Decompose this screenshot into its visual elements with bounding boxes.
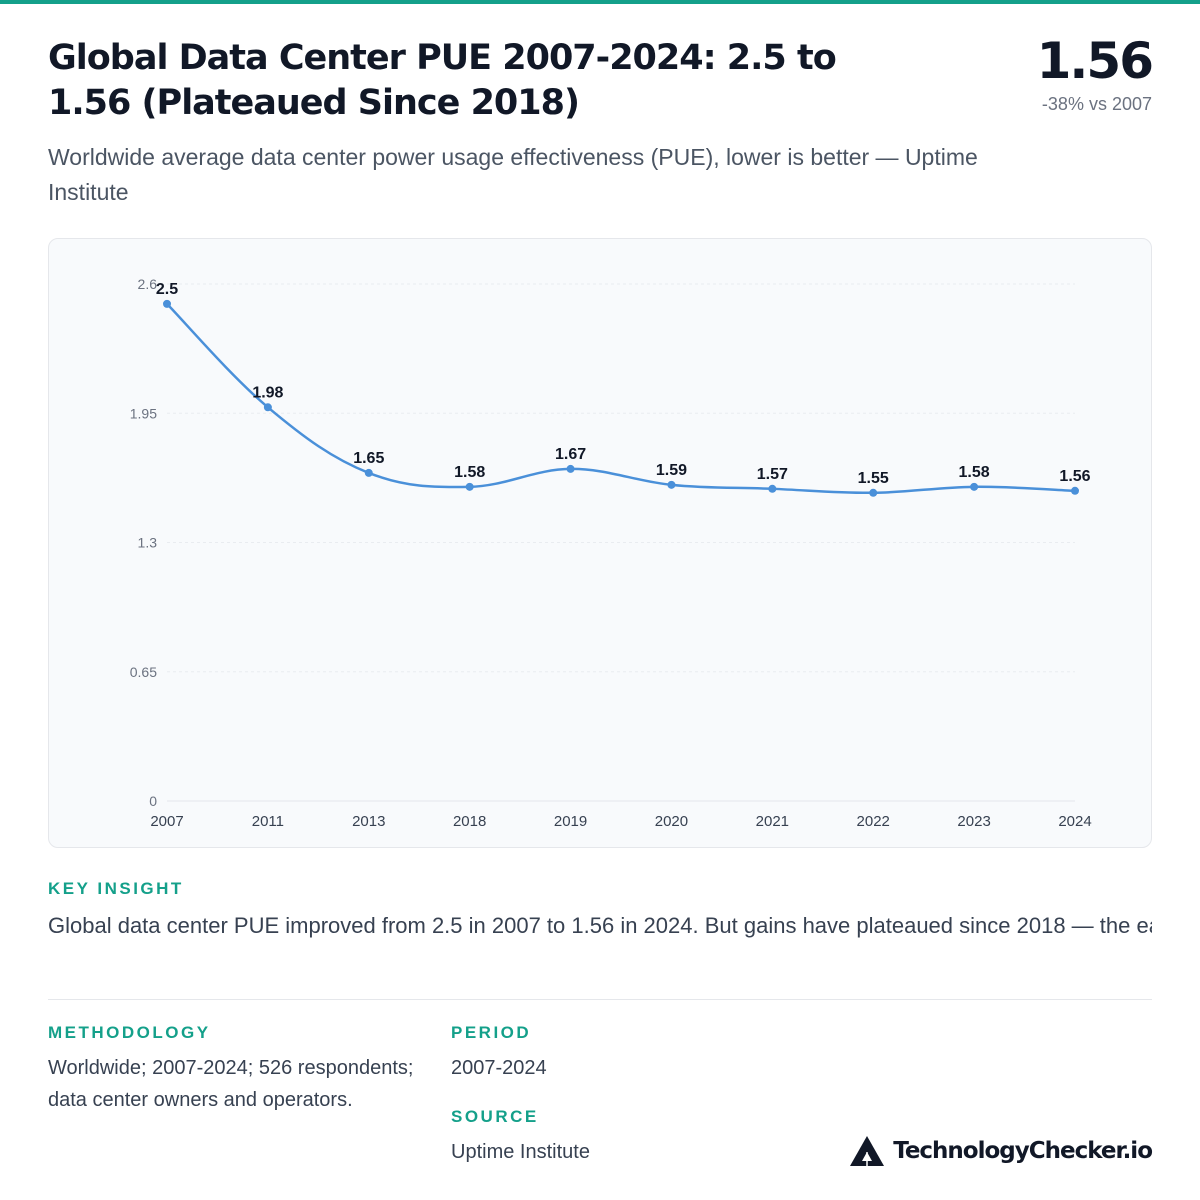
x-tick-label: 2021 (756, 813, 789, 830)
data-label: 1.57 (757, 466, 788, 483)
data-label: 1.59 (656, 462, 687, 479)
data-point (163, 299, 171, 308)
data-label: 1.58 (454, 464, 485, 481)
source-label: SOURCE (451, 1107, 539, 1126)
x-tick-label: 2024 (1058, 813, 1091, 830)
y-tick-label: 0.65 (130, 664, 157, 680)
methodology-text: Worldwide; 2007-2024; 526 respondents; d… (48, 1057, 414, 1111)
brand: TechnologyChecker.io (849, 1135, 1153, 1167)
data-point (1071, 486, 1079, 495)
x-tick-label: 2018 (453, 813, 486, 830)
x-tick-label: 2007 (150, 813, 183, 830)
x-tick-label: 2019 (554, 813, 587, 830)
kpi-block: 1.56 -38% vs 2007 (1036, 32, 1154, 115)
data-label: 1.58 (959, 464, 990, 481)
x-tick-label: 2023 (957, 813, 990, 830)
top-accent-bar (0, 0, 1200, 4)
data-point (869, 488, 878, 497)
x-tick-label: 2020 (655, 813, 688, 830)
data-point (970, 482, 979, 491)
divider (48, 999, 1152, 1000)
page-subtitle: Worldwide average data center power usag… (48, 144, 978, 205)
triangle-logo-icon (850, 1136, 885, 1166)
data-label: 1.65 (353, 450, 384, 467)
data-label: 1.55 (858, 470, 889, 487)
data-point (768, 484, 777, 493)
series-line (165, 302, 1077, 495)
kpi-change: -38% vs 2007 (1041, 94, 1152, 114)
x-tick-label: 2013 (352, 813, 385, 830)
period-text: 2007-2024 (451, 1057, 547, 1079)
source-text: Uptime Institute (451, 1141, 590, 1163)
chart-card: 0 0.65 1.3 1.95 2.6 2007 2011 2013 2018 2019 2020 2… (48, 238, 1152, 848)
data-point (667, 480, 676, 489)
insight-label: KEY INSIGHT (48, 879, 184, 898)
data-label: 1.56 (1059, 468, 1090, 485)
y-tick-label: 0 (149, 793, 157, 809)
brand-name: TechnologyChecker.io (893, 1138, 1153, 1164)
data-label: 1.67 (555, 446, 586, 463)
y-tick-label: 1.95 (130, 405, 157, 421)
data-point (566, 464, 575, 473)
y-tick-label: 1.3 (138, 535, 158, 551)
x-tick-label: 2011 (252, 813, 284, 830)
kpi-value: 1.56 (1036, 32, 1154, 90)
data-label: 2.5 (156, 281, 178, 298)
methodology-label: METHODOLOGY (48, 1023, 211, 1042)
x-tick-label: 2022 (857, 813, 890, 830)
period-label: PERIOD (451, 1023, 532, 1042)
data-point (465, 482, 474, 491)
data-point (364, 468, 373, 477)
data-label: 1.98 (252, 384, 283, 401)
page-title: Global Data Center PUE 2007-2024: 2.5 to… (48, 38, 837, 123)
data-point (263, 403, 272, 412)
line-chart: 0 0.65 1.3 1.95 2.6 2007 2011 2013 2018 2019 2020 2… (130, 276, 1092, 830)
insight-text: Global data center PUE improved from 2.5… (48, 913, 1152, 938)
y-tick-label: 2.6 (138, 276, 158, 292)
